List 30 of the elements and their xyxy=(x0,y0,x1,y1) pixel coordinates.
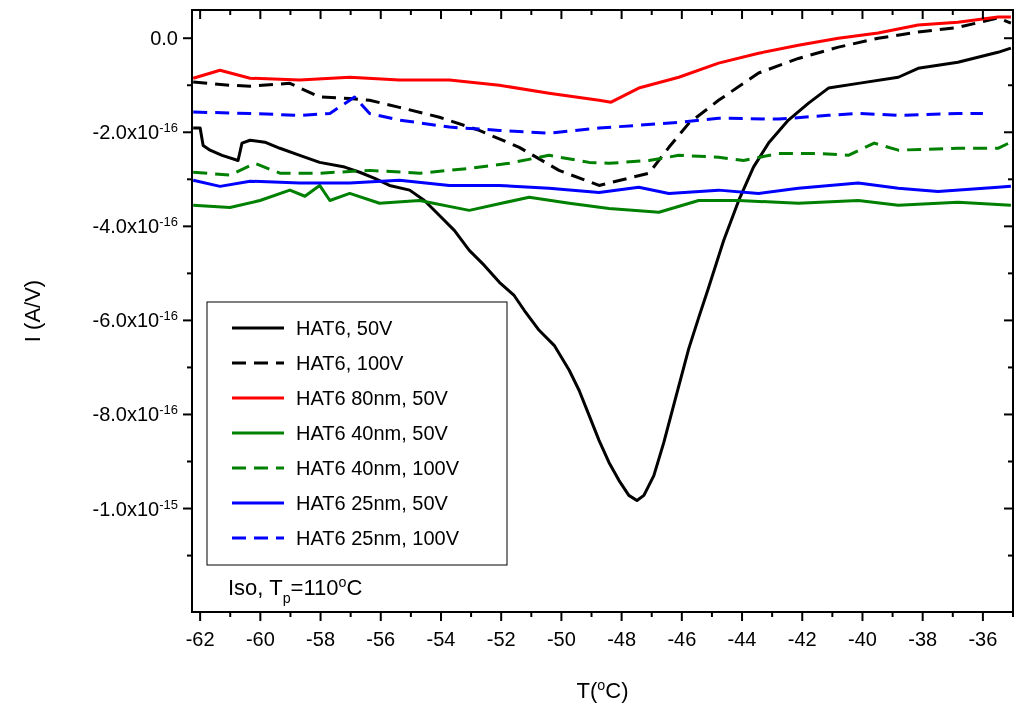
x-tick-label: -58 xyxy=(306,628,336,650)
y-tick-label: -1.0x10$^{-15}$ xyxy=(92,496,178,520)
annotation: Iso, T$_{p}$=110$^{o}$C xyxy=(228,574,363,606)
x-tick-label: -36 xyxy=(968,628,998,650)
y-tick-label: -6.0x10$^{-16}$ xyxy=(92,307,178,332)
legend-label: HAT6, 100V xyxy=(296,352,405,374)
legend-label: HAT6, 50V xyxy=(296,317,393,339)
legend-label: HAT6 80nm, 50V xyxy=(296,387,449,409)
y-tick-label: 0.0 xyxy=(150,27,178,50)
legend-label: HAT6 40nm, 100V xyxy=(296,457,460,479)
y-tick-label: -8.0x10$^{-16}$ xyxy=(92,401,178,426)
x-tick-label: -52 xyxy=(486,628,516,650)
x-tick-label: -56 xyxy=(366,628,396,650)
x-tick-label: -44 xyxy=(727,628,757,650)
x-tick-label: -62 xyxy=(185,628,215,650)
legend-label: HAT6 25nm, 100V xyxy=(296,527,460,549)
y-tick-label: -2.0x10$^{-16}$ xyxy=(92,119,178,144)
x-tick-label: -46 xyxy=(667,628,697,650)
x-tick-label: -60 xyxy=(245,628,275,650)
y-tick-label: -4.0x10$^{-16}$ xyxy=(92,213,178,238)
x-tick-label: -40 xyxy=(848,628,877,650)
x-tick-label: -54 xyxy=(426,628,456,650)
x-tick-label: -38 xyxy=(908,628,938,650)
x-tick-label: -50 xyxy=(546,628,576,650)
y-axis-title: I (A/V) xyxy=(20,279,45,343)
x-tick-label: -48 xyxy=(607,628,637,650)
x-tick-label: -42 xyxy=(787,628,817,650)
x-axis-title: T($^{o}$C) xyxy=(576,677,629,703)
legend-label: HAT6 40nm, 50V xyxy=(296,422,449,444)
legend-label: HAT6 25nm, 50V xyxy=(296,492,449,514)
